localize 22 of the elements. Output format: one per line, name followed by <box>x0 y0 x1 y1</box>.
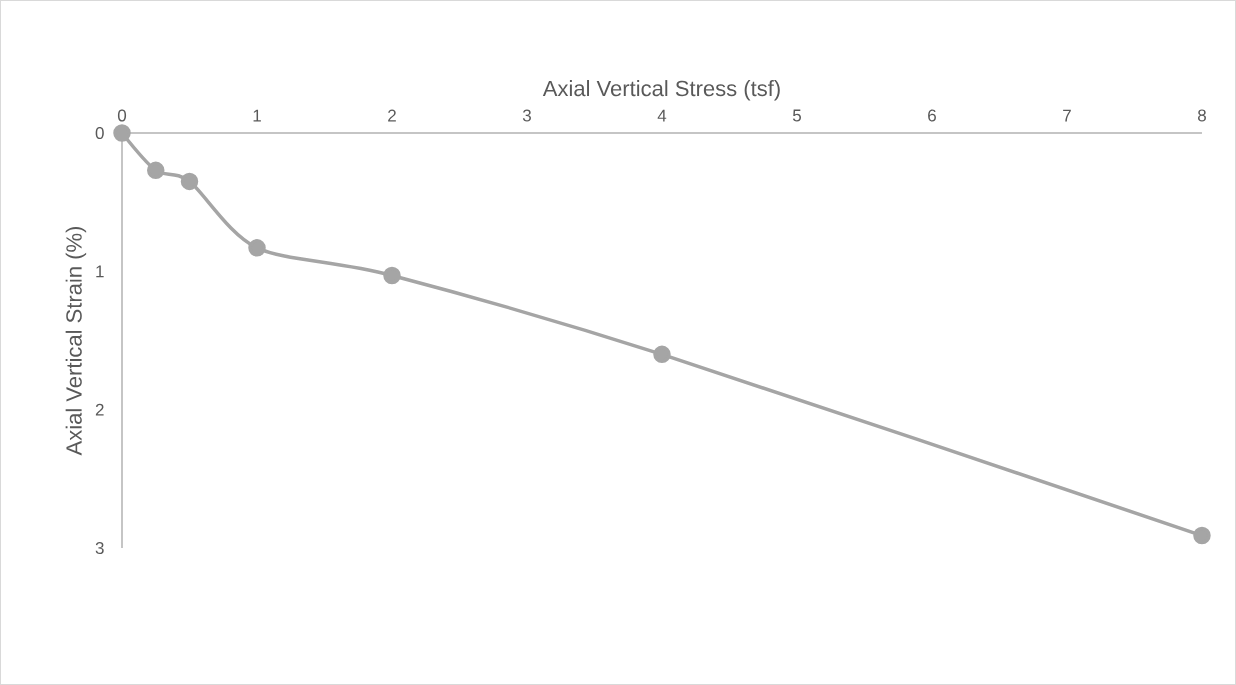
point <box>180 172 199 191</box>
point <box>653 345 671 364</box>
point <box>113 124 131 142</box>
point <box>383 266 401 285</box>
x-tick-label: 7 <box>1063 109 1071 122</box>
point <box>248 239 266 257</box>
point <box>1193 526 1211 545</box>
y-axis-title: Axial Vertical Strain (%) <box>65 226 87 456</box>
y-tick-label: 0 <box>95 126 104 140</box>
x-tick-label: 1 <box>253 109 261 122</box>
x-tick-label: 2 <box>388 109 396 122</box>
y-tick-label: 2 <box>95 403 104 416</box>
x-tick-label: 4 <box>657 109 667 122</box>
x-tick-label: 5 <box>792 109 801 122</box>
x-tick-label: 8 <box>1197 109 1206 122</box>
y-tick-label: 1 <box>96 265 104 278</box>
x-tick-label: 6 <box>928 109 936 122</box>
x-axis-title: Axial Vertical Stress (tsf) <box>542 80 780 101</box>
y-tick-label: 3 <box>95 541 104 555</box>
x-tick-label: 0 <box>117 109 127 122</box>
point <box>147 161 165 180</box>
x-tick-label: 3 <box>522 109 531 122</box>
